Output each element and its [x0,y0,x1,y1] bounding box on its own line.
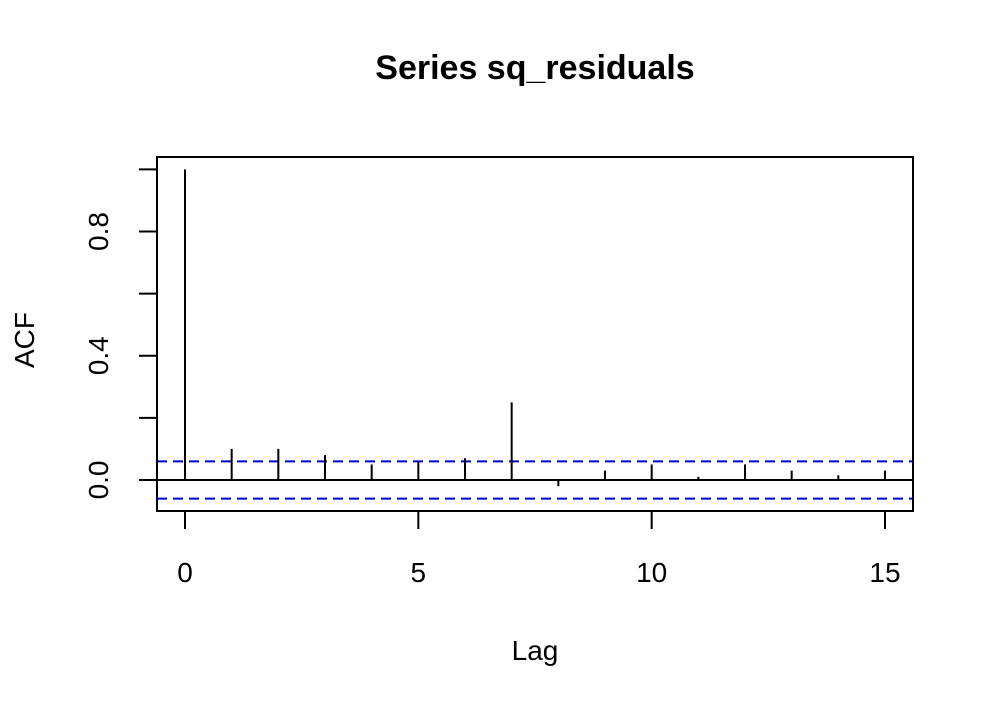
y-axis: 0.0 0.4 0.8 [83,168,158,499]
y-tick-label: 0.0 [83,460,114,499]
x-axis: 0 5 10 15 [177,510,901,588]
y-axis-label: ACF [9,312,40,368]
y-tick-label: 0.8 [83,212,114,251]
x-axis-label: Lag [512,635,559,666]
confidence-bounds [157,460,913,500]
x-tick-label: 5 [411,557,427,588]
acf-bars [184,169,886,487]
plot-frame [156,156,914,512]
x-tick-label: 10 [636,557,667,588]
x-tick-label: 0 [177,557,193,588]
x-tick-label: 15 [869,557,900,588]
y-tick-label: 0.4 [83,336,114,375]
chart-title: Series sq_residuals [375,49,694,87]
